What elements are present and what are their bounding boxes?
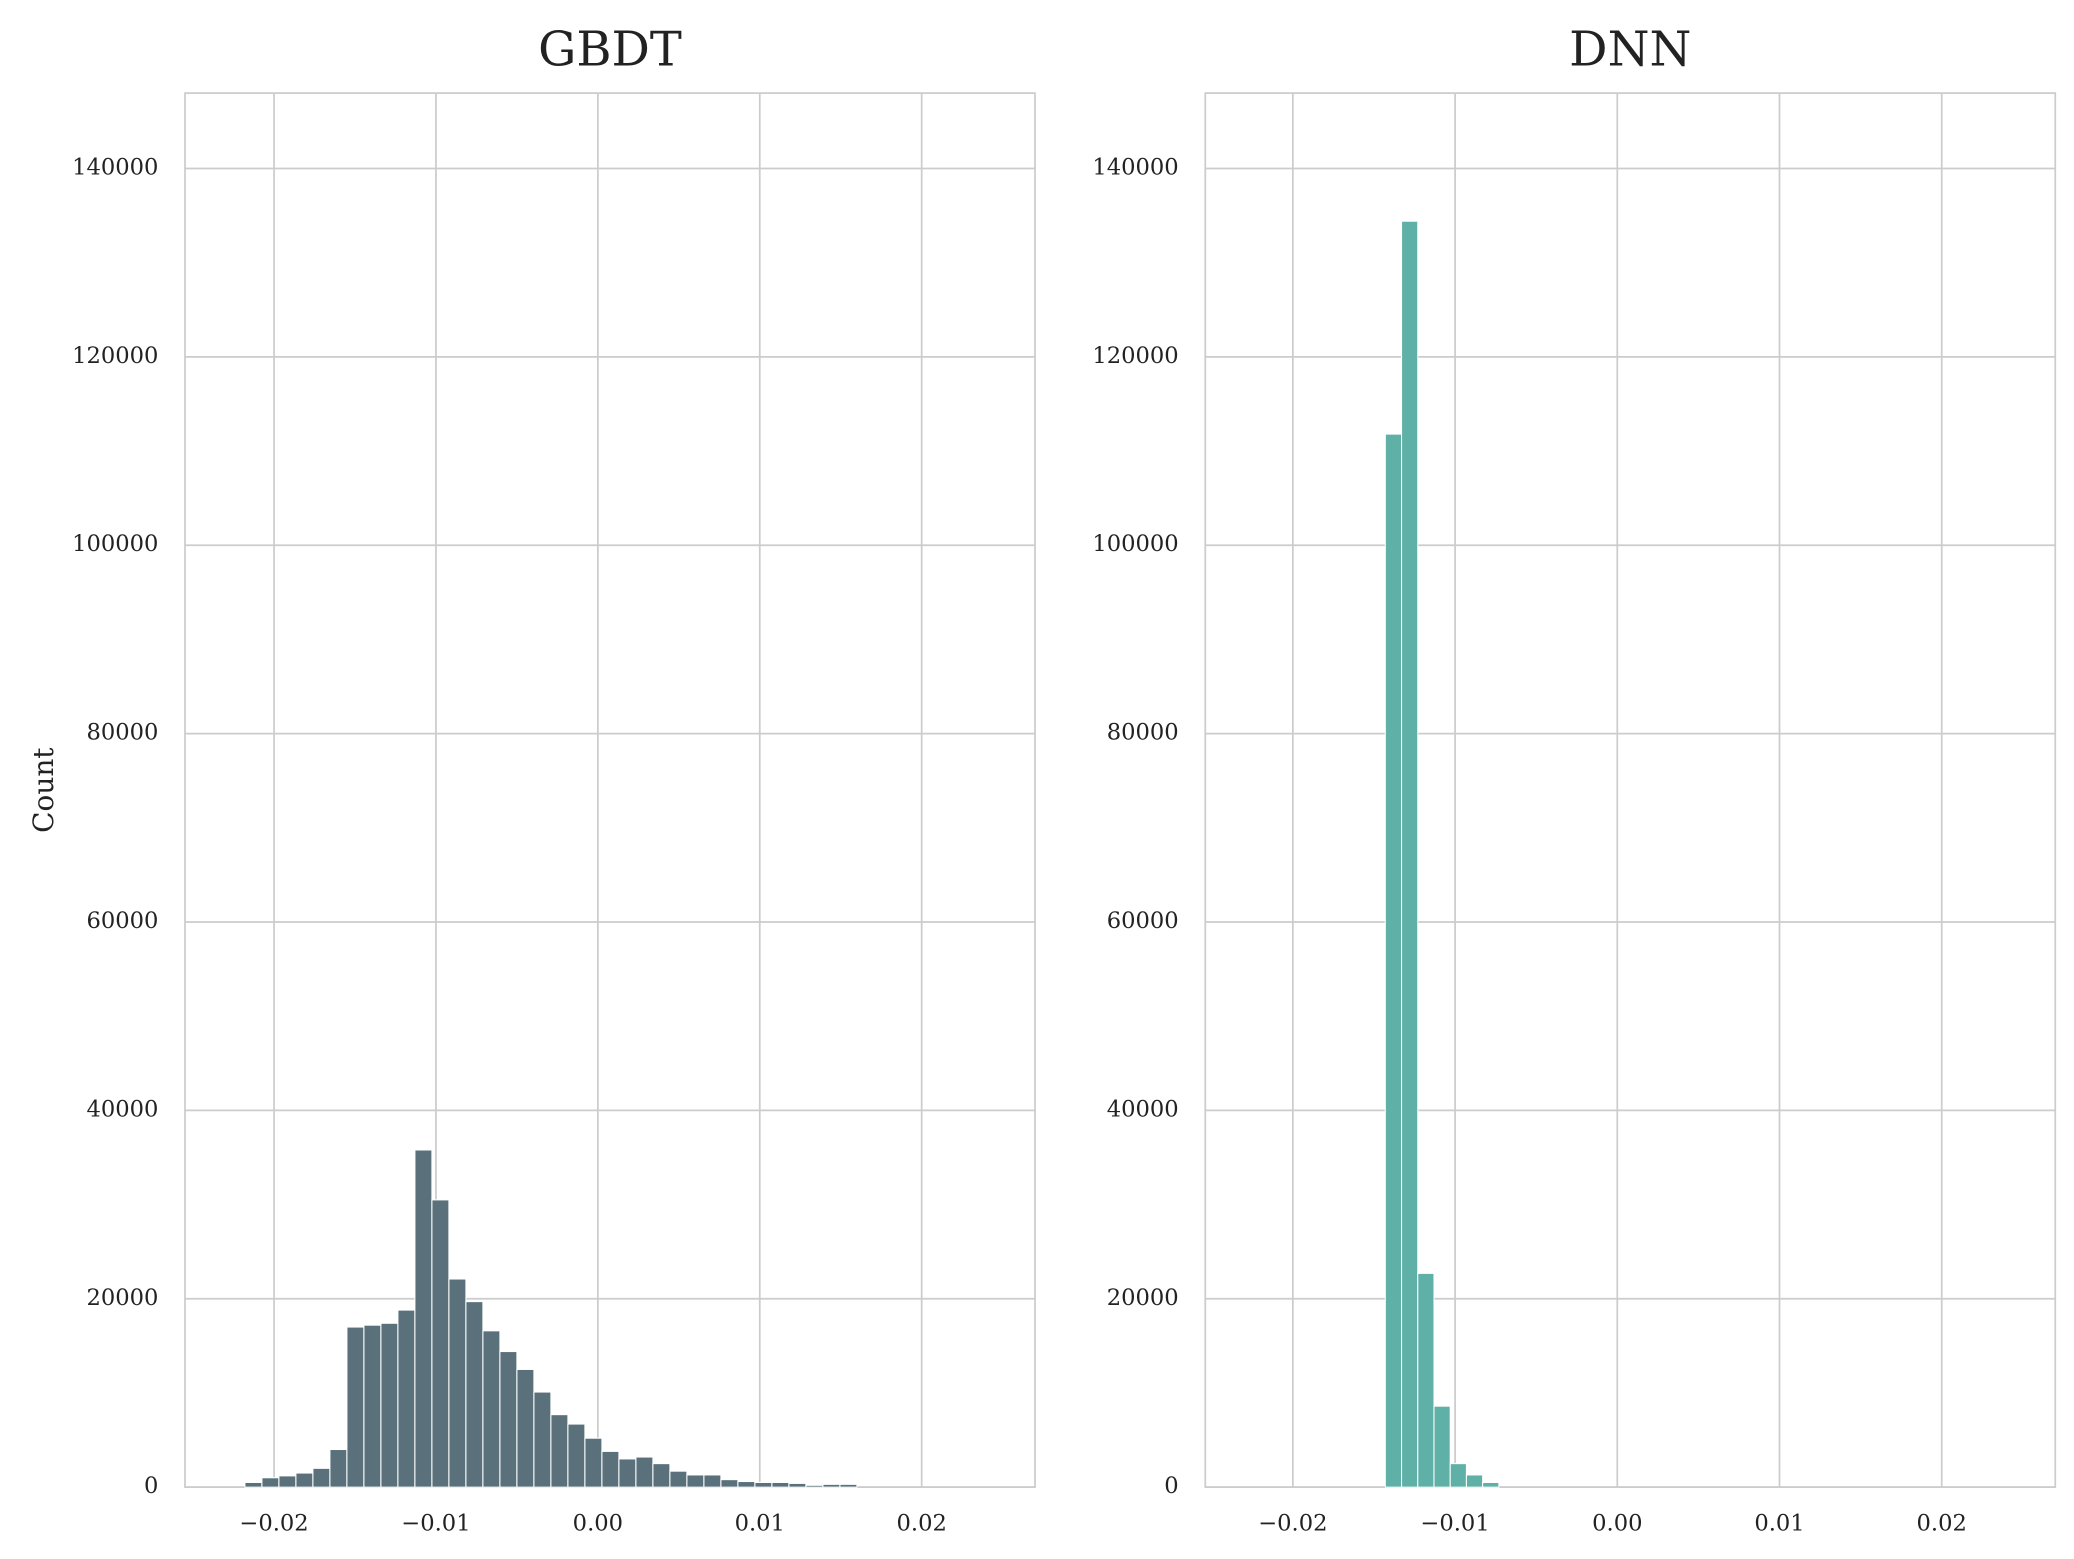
x-tick-label: −0.02 bbox=[1258, 1510, 1327, 1536]
y-tick-label: 0 bbox=[144, 1473, 158, 1499]
bar bbox=[295, 1472, 314, 1488]
y-tick-label: 20000 bbox=[1107, 1285, 1179, 1311]
bar bbox=[686, 1474, 705, 1488]
x-tick-label: 0.02 bbox=[1917, 1510, 1967, 1536]
plot-area bbox=[184, 92, 1036, 1489]
y-tick-label: 60000 bbox=[1107, 908, 1179, 934]
y-tick-label: 60000 bbox=[86, 908, 158, 934]
x-tick-label: −0.01 bbox=[401, 1510, 470, 1536]
y-tick-label: 40000 bbox=[1107, 1096, 1179, 1122]
y-axis-label: Count bbox=[27, 747, 60, 832]
x-tick-label: 0.01 bbox=[1754, 1510, 1804, 1536]
bar bbox=[1482, 1481, 1500, 1488]
bar bbox=[329, 1448, 348, 1488]
bar bbox=[516, 1368, 535, 1488]
y-tick-label: 20000 bbox=[86, 1285, 158, 1311]
bar bbox=[465, 1301, 484, 1488]
bar bbox=[720, 1479, 739, 1488]
bar bbox=[380, 1322, 399, 1488]
bar bbox=[567, 1423, 586, 1488]
bar bbox=[1449, 1463, 1467, 1488]
bar bbox=[737, 1480, 756, 1488]
bar bbox=[601, 1450, 620, 1488]
y-tick-label: 100000 bbox=[1092, 531, 1178, 557]
bar bbox=[1384, 433, 1403, 1488]
bar bbox=[499, 1350, 518, 1488]
plot-area bbox=[1204, 92, 2057, 1489]
bar bbox=[1465, 1474, 1484, 1488]
x-tick-label: −0.01 bbox=[1420, 1510, 1489, 1536]
y-tick-label: 140000 bbox=[72, 154, 158, 180]
bar bbox=[652, 1463, 671, 1488]
x-tick-label: 0.00 bbox=[573, 1510, 623, 1536]
bar bbox=[550, 1414, 569, 1488]
bar bbox=[482, 1330, 501, 1488]
bar bbox=[312, 1467, 331, 1488]
bar bbox=[346, 1326, 365, 1488]
y-tick-label: 120000 bbox=[72, 343, 158, 369]
chart-title: DNN bbox=[1569, 23, 1691, 78]
bar bbox=[414, 1149, 433, 1488]
bar bbox=[1417, 1272, 1435, 1488]
y-tick-label: 0 bbox=[1164, 1473, 1178, 1499]
y-tick-label: 140000 bbox=[1092, 154, 1178, 180]
y-tick-label: 80000 bbox=[86, 720, 158, 746]
y-tick-label: 40000 bbox=[86, 1096, 158, 1122]
bar bbox=[363, 1324, 382, 1488]
bar bbox=[635, 1456, 654, 1488]
bar bbox=[788, 1482, 807, 1488]
bar bbox=[278, 1475, 297, 1488]
x-tick-label: −0.02 bbox=[239, 1510, 308, 1536]
bar bbox=[822, 1483, 841, 1488]
bar bbox=[771, 1481, 790, 1488]
bar bbox=[1401, 220, 1419, 1488]
bar bbox=[584, 1437, 603, 1488]
y-tick-label: 80000 bbox=[1107, 720, 1179, 746]
chart-title: GBDT bbox=[538, 23, 682, 78]
bar bbox=[669, 1470, 688, 1488]
x-tick-label: 0.00 bbox=[1592, 1510, 1642, 1536]
bar bbox=[431, 1199, 450, 1488]
bar bbox=[754, 1481, 773, 1488]
bar bbox=[839, 1483, 858, 1488]
y-tick-label: 120000 bbox=[1092, 343, 1178, 369]
bar bbox=[397, 1309, 416, 1488]
x-tick-label: 0.01 bbox=[735, 1510, 785, 1536]
bar bbox=[703, 1474, 722, 1488]
bar bbox=[261, 1477, 280, 1488]
bar bbox=[244, 1481, 263, 1488]
bar bbox=[805, 1484, 824, 1488]
bar bbox=[533, 1391, 552, 1488]
bar bbox=[618, 1458, 637, 1488]
y-tick-label: 100000 bbox=[72, 531, 158, 557]
bar bbox=[448, 1278, 467, 1488]
x-tick-label: 0.02 bbox=[896, 1510, 946, 1536]
bar bbox=[1433, 1405, 1451, 1488]
